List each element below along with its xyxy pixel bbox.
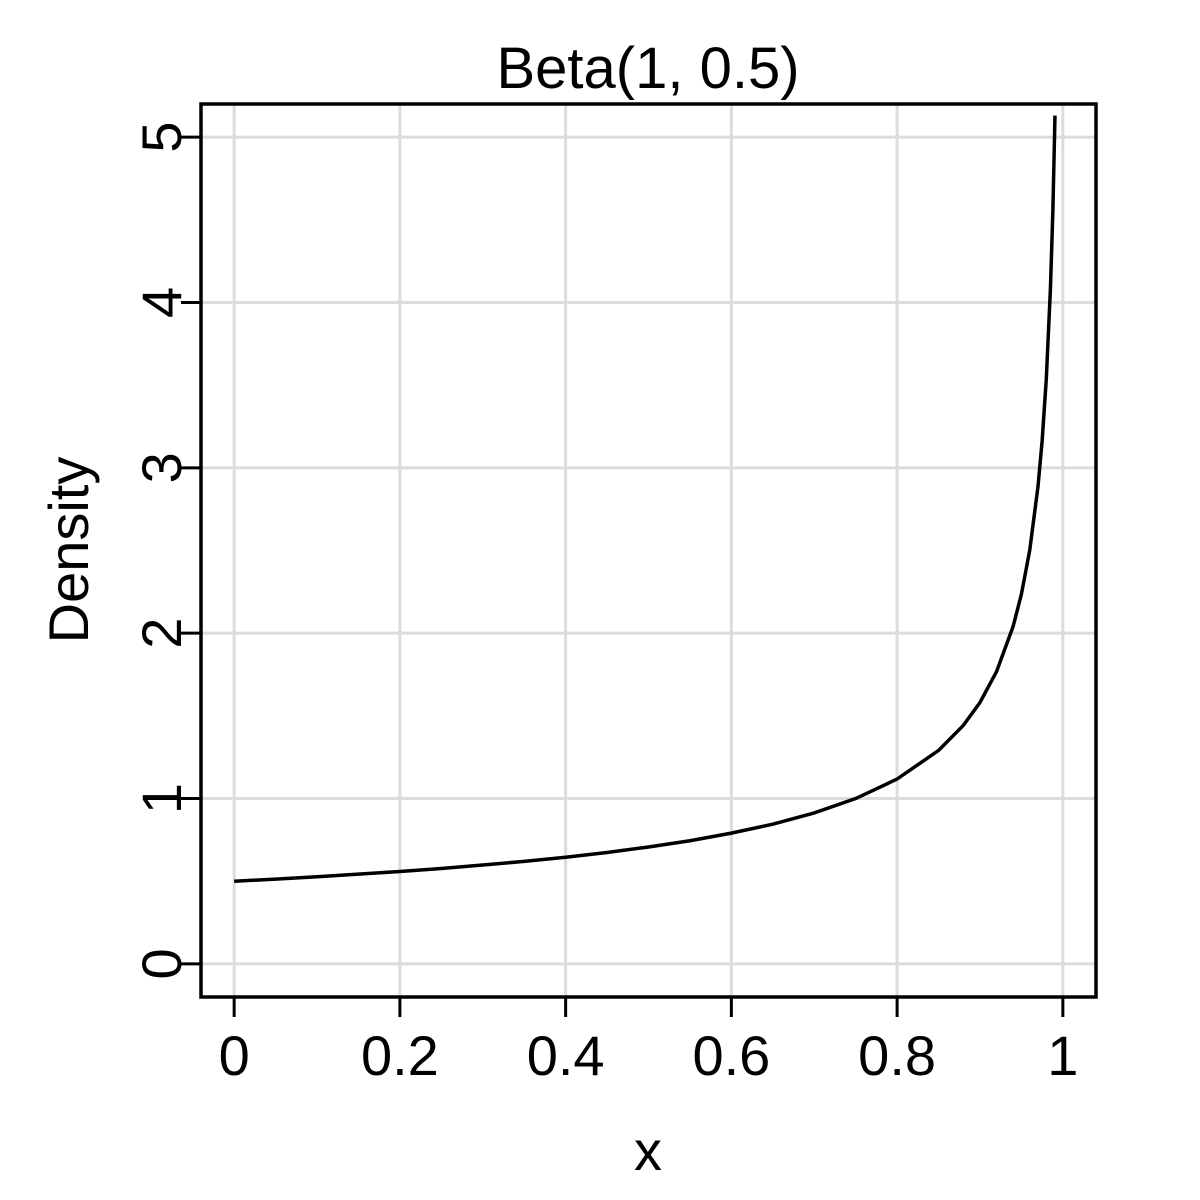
grid <box>201 104 1096 997</box>
y-tick-label: 1 <box>130 783 193 814</box>
x-tick-label: 0 <box>219 1024 250 1087</box>
x-tick-label: 0.6 <box>692 1024 770 1087</box>
y-tick-label: 0 <box>130 948 193 979</box>
axis-ticks <box>181 135 1065 1017</box>
y-axis-label: Density <box>37 457 100 644</box>
series-group <box>234 115 1057 883</box>
x-tick-label: 0.2 <box>361 1024 439 1087</box>
plot-frame <box>199 102 1098 999</box>
y-tick-label: 3 <box>130 452 193 483</box>
x-tick-label: 0.4 <box>527 1024 605 1087</box>
y-tick-label: 2 <box>130 618 193 649</box>
density-curve <box>234 115 1057 883</box>
y-tick-label: 5 <box>130 121 193 152</box>
y-tick-label: 4 <box>130 287 193 318</box>
x-axis-label: x <box>634 1119 662 1182</box>
x-tick-label: 1 <box>1047 1024 1078 1087</box>
chart-title: Beta(1, 0.5) <box>496 36 799 101</box>
x-tick-label: 0.8 <box>858 1024 936 1087</box>
axis-tick-labels: 0 0.2 0.4 0.6 0.8 1 0 1 2 3 4 5 <box>130 121 1078 1087</box>
